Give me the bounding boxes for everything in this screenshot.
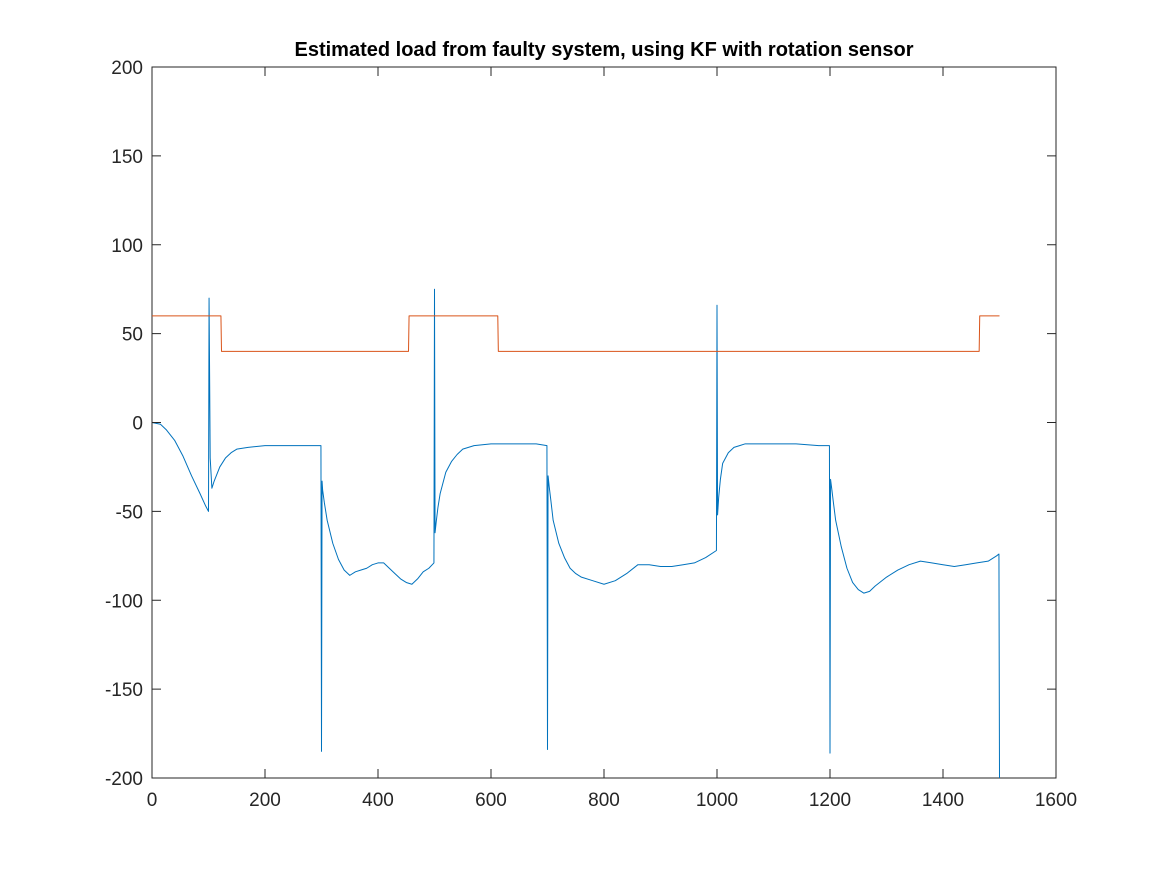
x-tick-label: 200: [249, 790, 281, 811]
y-tick-label: -100: [105, 591, 143, 612]
y-tick-label: 200: [111, 58, 143, 79]
chart-title: Estimated load from faulty system, using…: [295, 39, 914, 61]
x-tick-label: 1400: [922, 790, 964, 811]
y-tick-label: 100: [111, 236, 143, 257]
x-tick-label: 0: [147, 790, 158, 811]
y-tick-label: 50: [122, 325, 143, 346]
series-line-2: [152, 315, 1000, 352]
x-tick-label: 1200: [809, 790, 851, 811]
x-tick-label: 600: [475, 790, 507, 811]
y-tick-label: -150: [105, 680, 143, 701]
series-line-1: [151, 288, 1000, 779]
plot-area: 0 200 400 600 800 1000 1200 1400 1600-200-150-10…: [105, 58, 1077, 811]
x-tick-label: 1600: [1035, 790, 1077, 811]
y-tick-label: 150: [111, 147, 143, 168]
y-tick-label: 0: [132, 414, 143, 435]
x-tick-label: 1000: [696, 790, 738, 811]
x-tick-label: 400: [362, 790, 394, 811]
y-tick-label: -200: [105, 769, 143, 790]
y-tick-label: -50: [116, 502, 143, 523]
x-tick-label: 800: [588, 790, 620, 811]
